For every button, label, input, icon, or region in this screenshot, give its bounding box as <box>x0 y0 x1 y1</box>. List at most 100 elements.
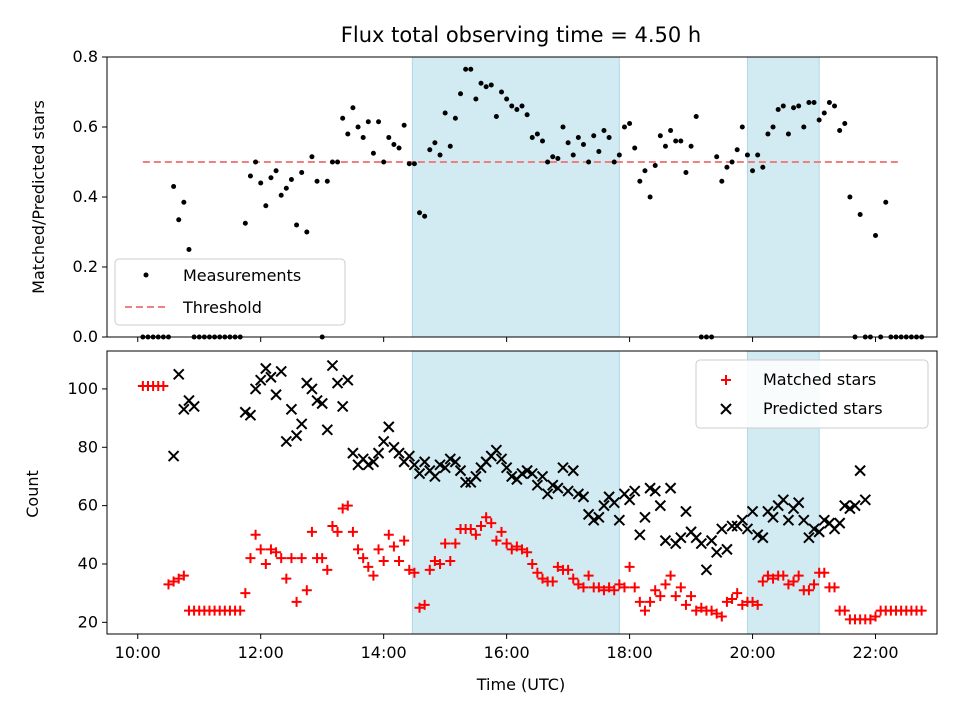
matched-point <box>465 523 476 534</box>
measurement-point <box>370 150 376 156</box>
predicted-point <box>598 499 610 512</box>
matched-point <box>486 518 497 529</box>
y-tick-label: 100 <box>67 379 98 398</box>
predicted-point <box>377 435 390 448</box>
measurement-point <box>832 103 838 109</box>
measurement-point <box>647 194 653 200</box>
matched-point <box>552 561 563 572</box>
measurement-point <box>340 115 346 121</box>
y-tick-label: 20 <box>78 612 98 631</box>
matched-point <box>409 567 420 578</box>
measurement-point <box>519 103 525 109</box>
measurement-point <box>478 80 484 86</box>
measurement-point <box>621 124 627 130</box>
legend-top: Measurements Threshold <box>114 258 346 326</box>
legend-matched-marker <box>721 375 731 385</box>
y-tick-label: 0.0 <box>73 327 98 346</box>
matched-point <box>178 570 189 581</box>
matched-point <box>583 570 594 581</box>
matched-point <box>563 564 574 575</box>
measurement-point <box>550 154 556 160</box>
measurement-point <box>406 161 412 167</box>
predicted-point <box>490 444 503 456</box>
predicted-point <box>526 467 538 480</box>
matched-point <box>399 535 410 546</box>
measurement-point <box>770 124 776 130</box>
matched-point <box>445 556 456 567</box>
matched-point <box>757 576 768 587</box>
matched-point <box>639 605 650 616</box>
measurement-point <box>263 203 269 209</box>
measurement-point <box>288 177 294 182</box>
matched-point <box>240 588 251 599</box>
measurement-point <box>396 145 402 151</box>
measurement-point <box>662 143 668 149</box>
matched-point <box>260 558 271 569</box>
measurement-point <box>493 114 499 119</box>
measurement-point <box>780 103 786 109</box>
predicted-point <box>295 418 308 430</box>
matched-point <box>440 538 451 549</box>
matched-point <box>511 541 522 552</box>
legend-matched-label: Matched stars <box>763 370 876 389</box>
predicted-point <box>285 403 298 416</box>
matched-point <box>634 596 645 607</box>
measurement-point <box>304 229 310 235</box>
measurement-point <box>873 233 879 238</box>
predicted-point <box>557 461 569 474</box>
legend-measurements-label: Measurements <box>183 266 301 285</box>
measurement-point <box>611 159 617 165</box>
predicted-point <box>792 497 805 509</box>
predicted-point <box>531 479 544 491</box>
measurement-point <box>242 220 248 226</box>
measurement-point <box>760 164 766 170</box>
matched-point <box>706 605 717 616</box>
measurement-point <box>504 96 510 102</box>
matched-point <box>429 556 440 567</box>
legend-threshold-label: Threshold <box>182 298 262 317</box>
matched-point <box>291 596 302 607</box>
matched-point <box>435 558 446 569</box>
measurement-point <box>294 222 300 228</box>
predicted-point <box>659 534 672 547</box>
measurement-point <box>335 159 341 165</box>
measurement-point <box>360 135 366 140</box>
predicted-point <box>736 514 749 526</box>
predicted-point <box>593 511 605 524</box>
measurement-point <box>427 147 433 153</box>
measurement-point <box>437 152 443 158</box>
measurement-point <box>309 154 315 160</box>
predicted-point <box>429 470 441 483</box>
top-y-axis-label: Matched/Predicted stars <box>29 100 48 294</box>
measurement-point <box>299 170 305 175</box>
measurement-point <box>806 100 812 105</box>
measurement-point <box>801 124 807 130</box>
measurement-point <box>524 112 530 118</box>
predicted-point <box>265 371 277 383</box>
matched-point <box>255 544 266 555</box>
predicted-point <box>188 400 200 413</box>
matched-point <box>332 526 343 537</box>
matched-point <box>686 591 697 602</box>
matched-point <box>404 564 415 575</box>
predicted-point <box>260 362 272 375</box>
measurement-point <box>652 163 658 168</box>
matched-point <box>358 553 369 564</box>
measurement-point <box>755 152 761 158</box>
matched-point <box>245 553 256 564</box>
matched-point <box>568 573 579 584</box>
measurement-point <box>258 180 264 186</box>
measurement-point <box>775 107 781 112</box>
measurement-point <box>324 178 330 184</box>
matched-point <box>839 605 850 616</box>
predicted-point <box>280 435 293 448</box>
matched-point <box>296 553 307 564</box>
matched-point <box>271 547 282 558</box>
predicted-point <box>577 491 590 503</box>
measurement-point <box>627 121 633 126</box>
matched-point <box>388 541 399 552</box>
predicted-point <box>798 514 810 526</box>
predicted-point <box>767 511 779 524</box>
matched-point <box>819 567 830 578</box>
matched-point <box>870 611 881 622</box>
